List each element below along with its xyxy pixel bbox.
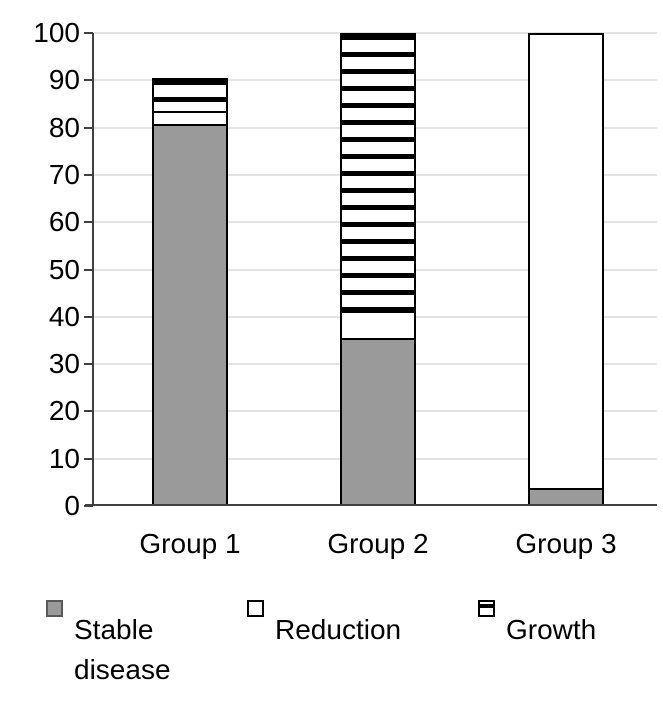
y-tick-30 (84, 363, 93, 366)
segment-growth (154, 79, 226, 112)
bar-group-2 (340, 33, 416, 506)
legend-label-growth: Growth (506, 614, 597, 645)
y-tick-60 (84, 221, 93, 224)
segment-stable-disease (342, 338, 414, 504)
segment-reduction (530, 35, 602, 489)
legend-item-reduction: Reduction (247, 600, 401, 650)
stable-disease-swatch-icon (46, 600, 63, 617)
y-tick-70 (84, 173, 93, 176)
y-tick-20 (84, 410, 93, 413)
y-axis-line (92, 33, 94, 506)
reduction-swatch-icon (247, 600, 264, 617)
x-axis-line (85, 504, 657, 506)
y-axis-label-60: 60 (48, 206, 80, 238)
segment-stable-disease (154, 124, 226, 504)
bar-group-1 (152, 77, 228, 506)
y-axis-label-50: 50 (48, 253, 80, 285)
y-axis-label-100: 100 (33, 17, 80, 48)
legend-item-growth: Growth (478, 600, 596, 650)
legend-item-stable-disease: Stable disease (46, 600, 194, 690)
legend-label-stable-disease: Stable disease (74, 614, 171, 685)
plot-area (93, 32, 657, 506)
x-axis-label-group-1: Group 1 (139, 528, 241, 559)
segment-reduction (342, 310, 414, 339)
y-tick-80 (84, 126, 93, 129)
growth-swatch-icon (478, 600, 495, 617)
y-tick-40 (84, 315, 93, 318)
y-tick-10 (84, 457, 93, 460)
y-axis-label-70: 70 (48, 158, 80, 190)
legend-label-reduction: Reduction (275, 614, 402, 645)
y-axis-label-90: 90 (48, 64, 80, 96)
segment-stable-disease (530, 488, 602, 504)
y-axis-label-40: 40 (48, 300, 80, 332)
x-axis-label-group-3: Group 3 (515, 528, 617, 559)
y-axis-label-10: 10 (48, 442, 80, 474)
y-tick-90 (84, 79, 93, 82)
y-tick-0 (84, 505, 93, 507)
bar-group-3 (528, 33, 604, 506)
segment-reduction (154, 111, 226, 125)
y-tick-100 (84, 32, 93, 34)
x-axis-label-group-2: Group 2 (327, 528, 429, 559)
y-axis-label-0: 0 (64, 490, 80, 521)
y-axis-label-30: 30 (48, 348, 80, 380)
y-axis-label-20: 20 (48, 395, 80, 427)
y-tick-50 (84, 268, 93, 271)
segment-growth (342, 35, 414, 311)
y-axis-label-80: 80 (48, 111, 80, 143)
